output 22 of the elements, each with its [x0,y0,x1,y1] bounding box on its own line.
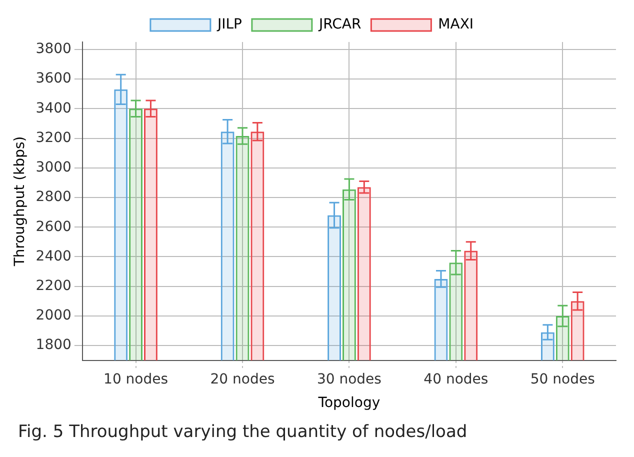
x-tick-label: 40 nodes [424,371,488,388]
y-tick-label: 1800 [36,337,72,354]
y-tick-label: 3600 [36,70,72,87]
legend-label: JILP [216,16,242,33]
caption: Fig. 5 Throughput varying the quantity of nodes/load [18,422,468,442]
x-axis-title: Topology [317,395,380,412]
x-tick-label: 30 nodes [316,371,382,388]
y-tick-label: 2000 [36,308,72,324]
y-tick-label: 3200 [36,130,72,146]
y-tick-label: 3800 [36,41,72,58]
legend-label: JRCAR [318,16,362,33]
y-tick-label: 2800 [36,189,72,206]
legend-label: MAXI [438,16,474,33]
y-tick-label: 2200 [36,278,72,294]
y-tick-label: 3400 [36,100,72,116]
x-tick-label: 50 nodes [530,371,595,388]
x-tick-label: 10 nodes [104,371,168,388]
y-axis-title: Throughput (kbps) [12,136,28,268]
y-tick-label: 2600 [36,218,72,235]
y-tick-label: 3000 [36,160,72,176]
x-tick-label: 20 nodes [210,371,275,388]
y-tick-label: 2400 [36,248,72,264]
